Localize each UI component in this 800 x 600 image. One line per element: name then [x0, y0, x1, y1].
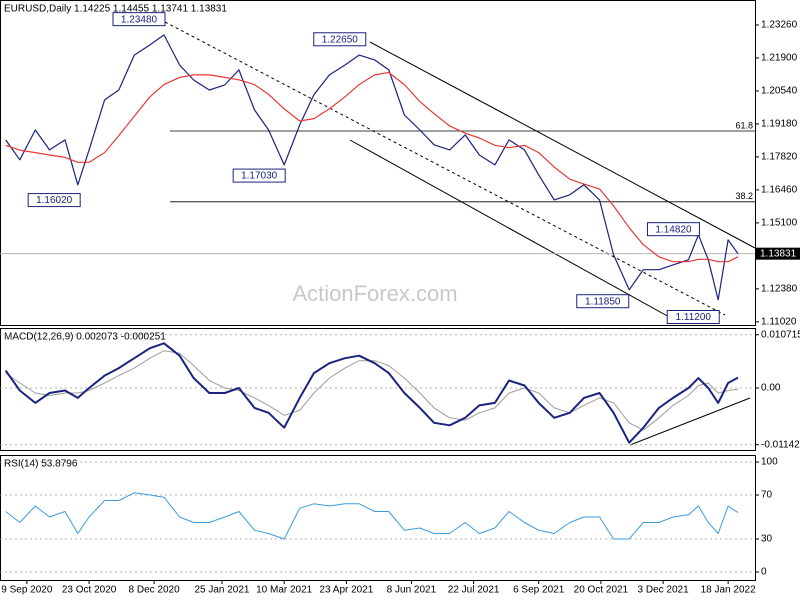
rsi-panel [0, 455, 756, 581]
y-tick-label: 1.21900 [761, 53, 798, 64]
x-tick-label: 9 Sep 2020 [1, 585, 53, 596]
price-callout-label: 1.14820 [655, 224, 692, 235]
y-tick-label: 1.15100 [761, 218, 798, 229]
price-panel [0, 0, 756, 326]
x-tick-label: 3 Dec 2021 [638, 585, 690, 596]
price-callout [646, 222, 700, 237]
price-callout [27, 193, 81, 208]
y-tick-label: -0.011424 [761, 439, 800, 450]
x-tick-label: 25 Jan 2021 [194, 585, 249, 596]
x-tick-label: 6 Sep 2021 [513, 585, 565, 596]
y-tick-label: 30 [761, 534, 773, 545]
x-tick-label: 22 Jul 2021 [448, 585, 500, 596]
y-tick-label: 0.00 [761, 383, 781, 394]
series-line [5, 350, 739, 431]
last-price-box [756, 247, 800, 260]
y-tick-label: 0 [761, 567, 767, 578]
y-tick-label: 1.16460 [761, 185, 798, 196]
panel-title: RSI(14) 53.8796 [4, 459, 78, 470]
x-tick-label: 23 Oct 2020 [62, 585, 117, 596]
channel-lower [349, 139, 681, 324]
y-tick-label: 1.12380 [761, 284, 798, 295]
y-tick-label: 100 [761, 457, 778, 468]
series-line [5, 71, 739, 263]
x-tick-label: 23 Apr 2021 [319, 585, 373, 596]
panel-title: EURUSD,Daily 1.14225 1.14455 1.13741 1.1… [4, 4, 227, 15]
macd-panel [0, 328, 756, 451]
price-callout [313, 32, 367, 47]
series-line [5, 34, 739, 301]
x-tick-label: 18 Jan 2022 [701, 585, 756, 596]
x-tick-label: 8 Dec 2020 [129, 585, 181, 596]
y-tick-label: 0.010715 [761, 329, 800, 340]
watermark: ActionForex.com [292, 281, 457, 306]
price-callout-label: 1.11200 [676, 312, 712, 323]
fib-label: 38.2 [735, 191, 753, 201]
y-tick-label: 1.19180 [761, 119, 798, 130]
macd-trendline [629, 397, 751, 446]
price-callout-label: 1.22650 [322, 34, 359, 45]
price-callout [576, 294, 630, 309]
panel-title: MACD(12,26,9) 0.002073 -0.000251 [4, 332, 166, 343]
price-callout [232, 168, 286, 183]
price-callout-label: 1.16020 [36, 195, 73, 206]
x-tick-label: 20 Oct 2021 [574, 585, 629, 596]
price-callout [112, 12, 166, 27]
price-callout-label: 1.17030 [241, 171, 278, 182]
last-price-label: 1.13831 [760, 248, 797, 259]
y-tick-label: 1.17820 [761, 152, 798, 163]
price-callout-label: 1.11850 [585, 296, 621, 307]
channel-upper [369, 41, 756, 249]
y-tick-label: 70 [761, 490, 773, 501]
x-tick-label: 8 Jun 2021 [387, 585, 437, 596]
price-callout-label: 1.23480 [121, 14, 158, 25]
y-tick-label: 1.11020 [761, 316, 797, 327]
fib-label: 61.8 [735, 120, 753, 130]
series-line [4, 342, 739, 444]
series-line [5, 492, 739, 540]
y-tick-label: 1.23260 [761, 20, 798, 31]
x-tick-label: 10 Mar 2021 [256, 585, 313, 596]
y-tick-label: 1.20540 [761, 86, 798, 97]
price-callout [666, 309, 720, 324]
